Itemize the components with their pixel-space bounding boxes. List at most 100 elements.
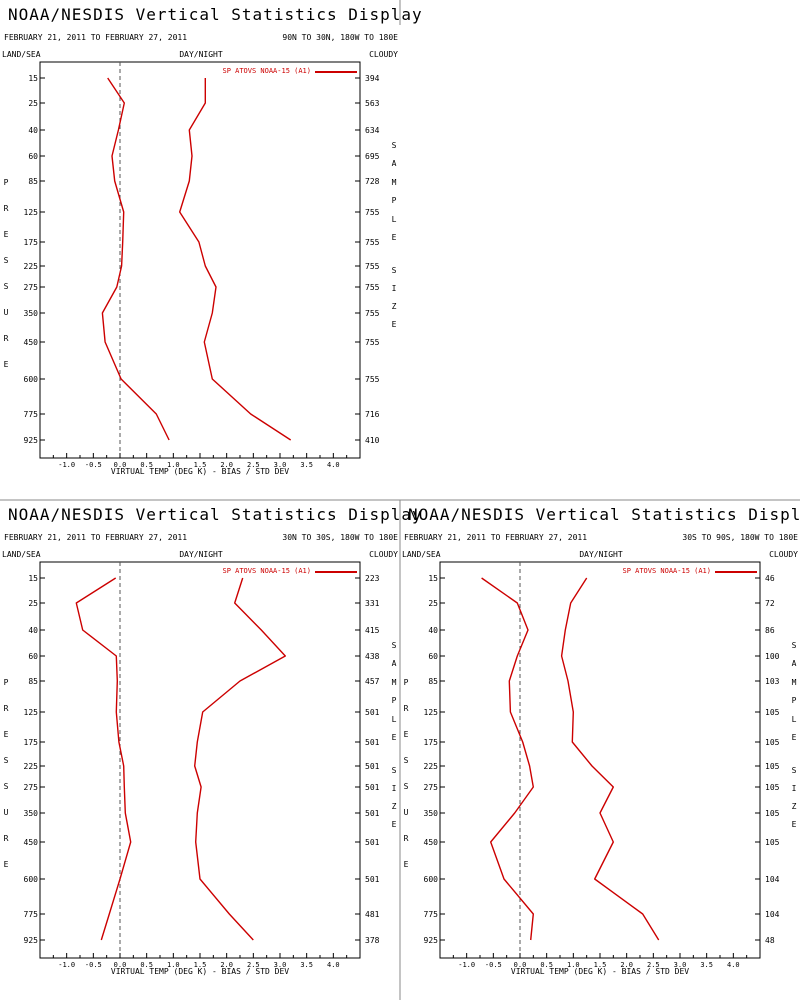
region-label: 90N TO 30N, 180W TO 180E (282, 33, 398, 42)
sample-size-label: 105 (765, 738, 780, 747)
sample-axis-letter: A (392, 659, 397, 668)
sample-axis-letter: P (392, 696, 397, 705)
legend-label: SP ATOVS NOAA-15 (A1) (222, 67, 311, 75)
size-axis-letter: S (392, 266, 397, 275)
day-night-label: DAY/NIGHT (179, 550, 223, 559)
chart-panel-3: NOAA/NESDIS Vertical Statistics Display F… (402, 505, 800, 976)
region-label: 30S TO 90S, 180W TO 180E (682, 533, 798, 542)
sample-size-label: 86 (765, 626, 775, 635)
x-tick-label: 1.5 (194, 461, 207, 469)
x-tick-label: 2.0 (620, 961, 633, 969)
sample-size-label: 46 (765, 574, 775, 583)
pressure-level-label: 60 (428, 652, 438, 661)
size-axis-letter: E (792, 820, 797, 829)
pressure-axis-letter: R (404, 704, 409, 713)
x-tick-label: -0.5 (485, 961, 502, 969)
sample-size-label: 755 (365, 283, 380, 292)
pressure-level-label: 925 (24, 936, 39, 945)
pressure-axis-letter: S (4, 282, 9, 291)
x-tick-label: 1.0 (567, 961, 580, 969)
land-sea-label: LAND/SEA (2, 50, 41, 59)
size-axis-letter: Z (792, 802, 797, 811)
sample-size-label: 105 (765, 809, 780, 818)
x-tick-label: 3.5 (300, 961, 313, 969)
sample-size-label: 634 (365, 126, 380, 135)
sample-size-label: 716 (365, 410, 380, 419)
pressure-axis-letter: E (404, 730, 409, 739)
pressure-axis-letter: E (4, 230, 9, 239)
pressure-level-label: 60 (28, 152, 38, 161)
sample-axis-letter: A (392, 159, 397, 168)
pressure-axis-letter: P (4, 678, 9, 687)
x-tick-label: -1.0 (58, 461, 75, 469)
pressure-level-label: 225 (424, 762, 439, 771)
sample-size-label: 457 (365, 677, 380, 686)
pressure-level-label: 15 (28, 574, 38, 583)
date-range: FEBRUARY 21, 2011 TO FEBRUARY 27, 2011 (404, 533, 587, 542)
pressure-level-label: 925 (424, 936, 439, 945)
pressure-level-label: 25 (428, 599, 438, 608)
pressure-axis-letter: R (4, 204, 9, 213)
pressure-level-label: 600 (424, 875, 439, 884)
x-tick-label: 0.0 (514, 961, 527, 969)
legend-label: SP ATOVS NOAA-15 (A1) (222, 567, 311, 575)
size-axis-letter: I (392, 784, 397, 793)
sample-size-label: 501 (365, 783, 380, 792)
sample-size-label: 695 (365, 152, 380, 161)
pressure-axis-letter: E (4, 360, 9, 369)
sample-axis-letter: L (392, 215, 397, 224)
pressure-level-label: 175 (424, 738, 439, 747)
sample-size-label: 415 (365, 626, 380, 635)
sample-size-label: 104 (765, 875, 780, 884)
pressure-level-label: 775 (24, 410, 39, 419)
sample-axis-letter: S (392, 641, 397, 650)
land-sea-label: LAND/SEA (402, 550, 441, 559)
sample-axis-letter: A (792, 659, 797, 668)
sample-axis-letter: E (392, 733, 397, 742)
chart-title: NOAA/NESDIS Vertical Statistics Display (408, 505, 800, 524)
size-axis-letter: S (792, 766, 797, 775)
day-night-label: DAY/NIGHT (579, 550, 623, 559)
x-tick-label: 3.0 (274, 461, 287, 469)
sample-size-label: 501 (365, 875, 380, 884)
size-axis-letter: Z (392, 302, 397, 311)
x-tick-label: 2.0 (220, 961, 233, 969)
sample-axis-letter: S (792, 641, 797, 650)
pressure-axis-letter: P (404, 678, 409, 687)
legend-label: SP ATOVS NOAA-15 (A1) (622, 567, 711, 575)
pressure-level-label: 225 (24, 262, 39, 271)
pressure-level-label: 175 (24, 738, 39, 747)
x-tick-label: 0.0 (114, 461, 127, 469)
sample-size-label: 755 (365, 262, 380, 271)
x-tick-label: 2.5 (247, 461, 260, 469)
x-tick-label: -1.0 (58, 961, 75, 969)
sample-size-label: 394 (365, 74, 380, 83)
x-tick-label: 4.0 (727, 961, 740, 969)
x-axis-label: VIRTUAL TEMP (DEG K) - BIAS / STD DEV (111, 967, 289, 976)
plot-frame (439, 561, 761, 959)
size-axis-letter: S (392, 766, 397, 775)
x-tick-label: 1.5 (594, 961, 607, 969)
sample-size-label: 438 (365, 652, 380, 661)
pressure-level-label: 125 (24, 208, 39, 217)
x-tick-label: 2.0 (220, 461, 233, 469)
land-sea-label: LAND/SEA (2, 550, 41, 559)
date-range: FEBRUARY 21, 2011 TO FEBRUARY 27, 2011 (4, 33, 187, 42)
pressure-level-label: 275 (24, 283, 39, 292)
pressure-level-label: 15 (428, 574, 438, 583)
pressure-axis-letter: P (4, 178, 9, 187)
pressure-level-label: 350 (24, 309, 39, 318)
chart-title: NOAA/NESDIS Vertical Statistics Display (8, 5, 423, 24)
x-tick-label: 1.5 (194, 961, 207, 969)
pressure-axis-letter: S (404, 782, 409, 791)
pressure-level-label: 85 (28, 177, 38, 186)
sample-axis-letter: E (392, 233, 397, 242)
x-tick-label: 4.0 (327, 461, 340, 469)
x-tick-label: 0.5 (140, 961, 153, 969)
size-axis-letter: Z (392, 802, 397, 811)
sample-size-label: 501 (365, 708, 380, 717)
sample-axis-letter: M (392, 178, 397, 187)
pressure-level-label: 40 (28, 126, 38, 135)
pressure-level-label: 60 (28, 652, 38, 661)
sample-size-label: 105 (765, 708, 780, 717)
